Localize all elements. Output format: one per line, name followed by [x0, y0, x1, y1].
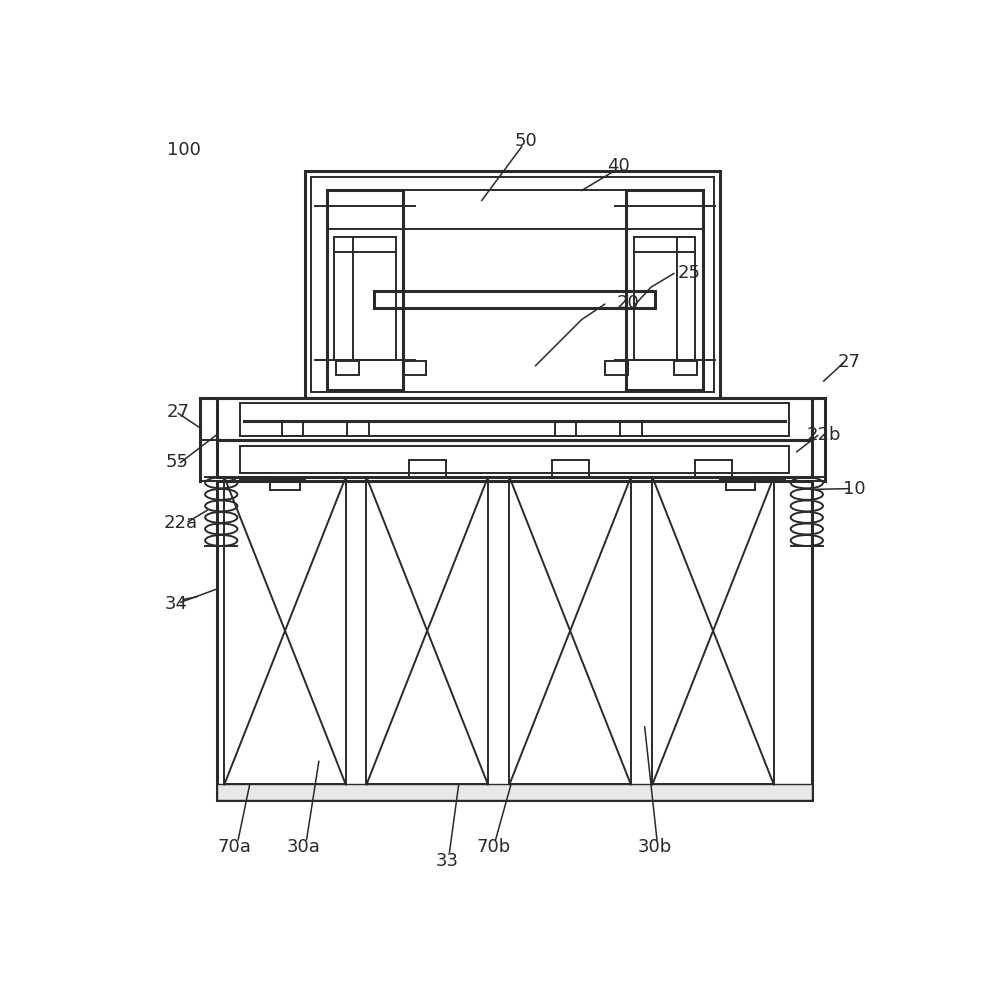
Bar — [217, 784, 812, 799]
Bar — [311, 178, 714, 392]
Text: 27: 27 — [167, 403, 190, 421]
Text: 25: 25 — [678, 264, 701, 282]
Bar — [374, 291, 655, 308]
Bar — [240, 402, 789, 436]
Text: 70b: 70b — [476, 838, 510, 856]
Text: 50: 50 — [515, 133, 538, 151]
Text: 22a: 22a — [163, 514, 198, 532]
Text: 40: 40 — [607, 157, 630, 175]
Bar — [270, 479, 300, 490]
Bar — [347, 421, 369, 436]
Bar — [336, 361, 359, 375]
Bar — [282, 421, 303, 436]
Bar — [509, 477, 631, 784]
Text: 100: 100 — [167, 142, 201, 160]
Bar — [605, 361, 628, 375]
Bar — [634, 237, 695, 359]
Text: 33: 33 — [436, 852, 459, 870]
Text: 34: 34 — [165, 595, 188, 613]
Bar — [674, 361, 697, 375]
Bar — [626, 191, 703, 390]
Bar — [726, 479, 755, 490]
Text: 70a: 70a — [217, 838, 251, 856]
Text: 20: 20 — [616, 293, 639, 311]
Bar — [240, 445, 789, 473]
Bar — [620, 421, 642, 436]
Bar — [652, 477, 774, 784]
Bar — [217, 398, 812, 440]
Text: 30a: 30a — [287, 838, 320, 856]
Bar — [217, 440, 812, 477]
Bar — [200, 398, 217, 440]
Text: 55: 55 — [165, 453, 188, 471]
Bar — [366, 477, 488, 784]
Text: 30b: 30b — [638, 838, 672, 856]
Bar — [327, 191, 703, 229]
Bar — [695, 460, 732, 477]
Bar — [224, 477, 346, 784]
Bar — [552, 460, 589, 477]
Text: 22b: 22b — [806, 426, 841, 444]
Bar — [555, 421, 576, 436]
Bar — [305, 172, 720, 398]
Bar — [409, 460, 446, 477]
Bar — [217, 481, 812, 799]
Bar — [403, 361, 426, 375]
Bar — [334, 237, 396, 359]
Text: 27: 27 — [838, 353, 861, 371]
Text: 10: 10 — [843, 480, 866, 498]
Bar — [327, 191, 403, 390]
